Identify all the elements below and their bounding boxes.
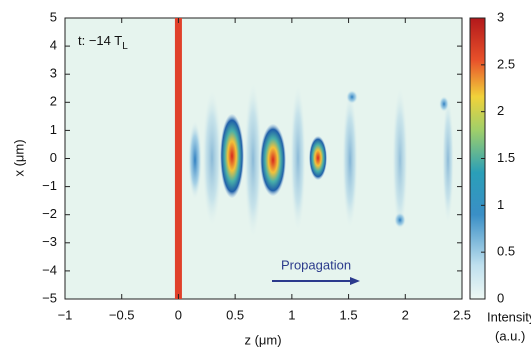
colorbar-tick-label: 1.5	[497, 150, 515, 165]
y-tick-label: 2	[50, 94, 57, 109]
colorbar-tick-label: 2.5	[497, 56, 515, 71]
x-axis-title: z (μm)	[244, 332, 281, 347]
colorbar-label: Intensity	[487, 309, 531, 324]
x-tick-label: 2.5	[453, 307, 471, 322]
x-tick-label: 0	[175, 307, 182, 322]
y-tick-label: 0	[50, 150, 57, 165]
x-tick-label: 1	[288, 307, 295, 322]
y-tick-label: −1	[42, 178, 57, 193]
y-tick-label: 5	[50, 9, 57, 24]
x-tick-label: 0.5	[226, 307, 244, 322]
vertical-line	[174, 18, 182, 299]
y-axis-title: x (μm)	[11, 139, 26, 176]
y-tick-label: −3	[42, 234, 57, 249]
y-tick-label: 1	[50, 122, 57, 137]
x-tick-label: 1.5	[340, 307, 358, 322]
y-tick-label: 4	[50, 38, 57, 53]
x-tick-label: −0.5	[109, 307, 135, 322]
colorbar-tick-label: 1	[497, 197, 504, 212]
y-tick-label: 3	[50, 66, 57, 81]
arrow-head	[350, 277, 360, 285]
annotation-subscript: L	[122, 41, 128, 52]
y-tick-label: −2	[42, 206, 57, 221]
colorbar-tick-label: 2	[497, 103, 504, 118]
colorbar-unit: (a.u.)	[495, 328, 525, 343]
y-tick-label: −4	[42, 262, 57, 277]
arrow-label: Propagation	[281, 257, 351, 272]
annotation-text: t: −14 T	[78, 33, 122, 48]
intensity-field	[188, 80, 454, 240]
x-tick-label: 2	[402, 307, 409, 322]
colorbar-tick-label: 3	[497, 9, 504, 24]
colorbar-tick-label: 0.5	[497, 244, 515, 259]
x-tick-label: −1	[58, 307, 73, 322]
colorbar-tick-label: 0	[497, 290, 504, 305]
y-tick-label: −5	[42, 290, 57, 305]
annotation: t: −14 TL	[78, 33, 128, 51]
